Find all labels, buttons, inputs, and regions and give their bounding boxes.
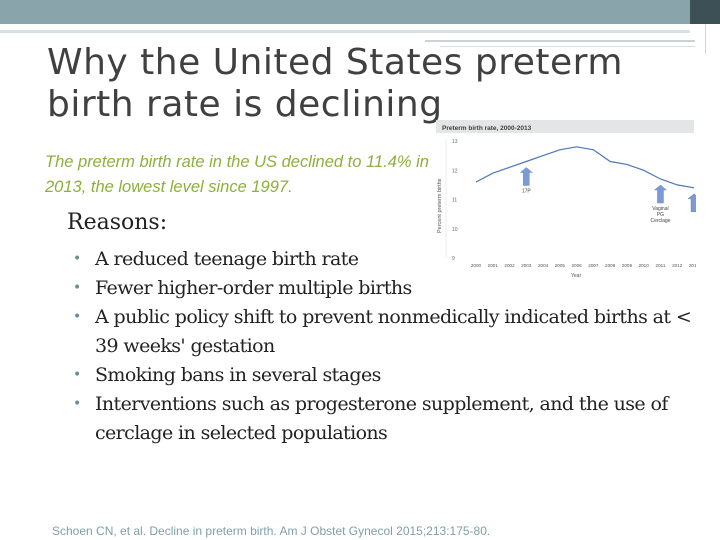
list-item-text: A reduced teenage birth rate	[95, 248, 359, 270]
preterm-birth-chart: Preterm birth rate, 2000-2013 Percent pr…	[436, 120, 696, 279]
y-axis-label: Percent preterm births	[437, 178, 443, 233]
y-tick-label: 9	[452, 256, 455, 262]
decorative-rule	[425, 40, 695, 42]
series-line	[475, 146, 695, 189]
list-item: • Fewer higher-order multiple births	[73, 274, 703, 303]
list-item: • A reduced teenage birth rate	[73, 245, 703, 274]
title-line: birth rate is declining	[47, 84, 443, 125]
x-tick-label: 2000	[471, 263, 482, 268]
top-bar-light-segment	[0, 0, 690, 24]
decorative-rule	[0, 30, 690, 33]
bullet-dot-icon: •	[73, 251, 82, 267]
bullet-dot-icon: •	[73, 367, 82, 383]
reasons-list: • A reduced teenage birth rate • Fewer hig…	[73, 245, 703, 448]
chart-title-bar	[436, 120, 694, 133]
x-tick-label: 2008	[605, 263, 616, 268]
x-tick-label: 2011	[656, 263, 666, 268]
x-tick-label: 2003	[521, 263, 532, 268]
x-tick-label: 2013	[689, 263, 696, 268]
annotation-arrow	[653, 184, 668, 204]
slide-subtitle: The preterm birth rate in the US decline…	[45, 153, 429, 196]
x-tick-label: 2012	[672, 263, 683, 268]
x-tick-label: 2001	[488, 263, 499, 268]
x-tick-label: 2004	[538, 263, 549, 268]
bullet-dot-icon: •	[73, 280, 82, 296]
annotation-arrow	[519, 167, 533, 186]
reasons-heading: Reasons:	[67, 210, 168, 235]
x-axis-label: Year	[571, 273, 581, 279]
annotation-arrow	[687, 193, 696, 212]
x-tick-label: 2005	[555, 263, 566, 268]
x-tick-label: 2002	[504, 263, 515, 268]
decorative-rule	[705, 24, 706, 54]
x-tick-label: 2007	[588, 263, 599, 268]
decorative-rule	[440, 46, 695, 47]
slide-title: Why the United States preterm birth rate …	[47, 42, 647, 126]
y-tick-label: 11	[452, 198, 457, 204]
list-item: • Interventions such as progesterone supp…	[73, 390, 703, 448]
bullet-dot-icon: •	[73, 309, 82, 325]
list-item: • A public policy shift to prevent nonmed…	[73, 303, 703, 361]
list-item-text: Interventions such as progesterone suppl…	[95, 393, 668, 444]
annotation-label: 17P	[522, 188, 532, 194]
x-tick-label: 2006	[571, 263, 582, 268]
x-tick-label: 2009	[622, 263, 633, 268]
annotation-label: Vaginal	[652, 206, 668, 212]
title-line: Why the United States preterm	[47, 42, 623, 83]
citation: Schoen CN, et al. Decline in preterm bir…	[52, 524, 491, 538]
annotation-label: PG	[657, 212, 664, 218]
list-item: • Smoking bans in several stages	[73, 361, 703, 390]
list-item-text: A public policy shift to prevent nonmedi…	[95, 306, 692, 357]
x-tick-label: 2010	[639, 263, 650, 268]
list-item-text: Smoking bans in several stages	[95, 364, 381, 386]
y-tick-label: 12	[452, 168, 458, 174]
top-bar-dark-segment	[690, 0, 720, 24]
bullet-dot-icon: •	[73, 396, 82, 412]
annotation-label: Cerclage	[650, 218, 670, 224]
y-tick-label: 13	[452, 139, 458, 145]
y-tick-label: 10	[452, 227, 458, 233]
chart-title: Preterm birth rate, 2000-2013	[442, 125, 532, 132]
list-item-text: Fewer higher-order multiple births	[95, 277, 412, 299]
